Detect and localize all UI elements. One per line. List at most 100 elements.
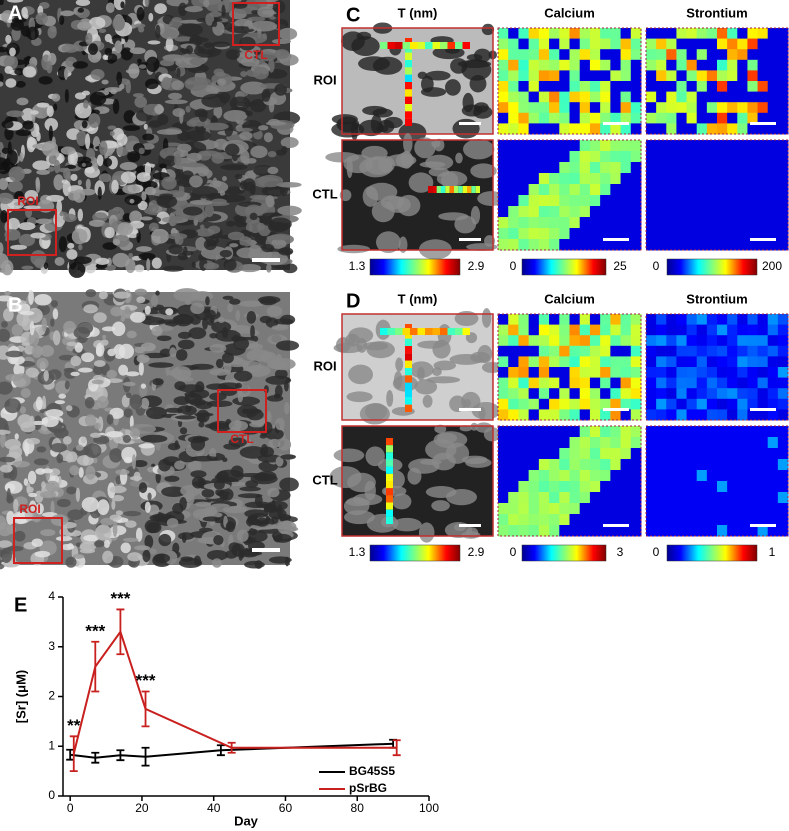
heatmap-cell xyxy=(717,140,728,152)
heatmap-cell xyxy=(758,448,769,460)
heatmap-cell xyxy=(621,426,632,438)
colorbar-max: 25 xyxy=(613,259,627,273)
heatmap-cell xyxy=(727,28,738,39)
heatmap-cell xyxy=(737,92,748,103)
heatmap-cell xyxy=(508,28,519,39)
texture xyxy=(162,77,171,90)
heatmap-cell xyxy=(539,151,550,163)
heatmap-cell xyxy=(727,448,738,460)
heatmap-cell xyxy=(697,514,708,526)
heatmap-cell xyxy=(621,92,632,103)
heatmap-cell xyxy=(707,325,718,336)
texture xyxy=(36,12,48,24)
heatmap-cell xyxy=(758,70,769,81)
heatmap-cell xyxy=(549,367,560,378)
heatmap-cell xyxy=(498,113,509,124)
heatmap-cell xyxy=(747,388,758,399)
texture xyxy=(250,213,258,220)
heatmap-cell xyxy=(508,151,519,163)
heatmap-cell xyxy=(631,378,642,389)
heatmap-cell xyxy=(707,346,718,357)
heatmap-cell xyxy=(666,503,677,515)
texture xyxy=(4,398,21,413)
heatmap-cell xyxy=(666,162,677,174)
heatmap-cell xyxy=(737,388,748,399)
heatmap-cell xyxy=(727,437,738,449)
heatmap-cell xyxy=(559,409,570,420)
heatmap-cell xyxy=(590,39,601,50)
heatmap-cell xyxy=(610,92,621,103)
heatmap-cell xyxy=(508,39,519,50)
heatmap-cell xyxy=(559,356,570,367)
heatmap-cell xyxy=(590,409,601,420)
heatmap-cell xyxy=(539,162,550,174)
heatmap-cell xyxy=(529,367,540,378)
heatmap-cell xyxy=(508,378,519,389)
heatmap-cell xyxy=(498,503,509,515)
texture xyxy=(58,394,66,399)
heatmap-cell xyxy=(570,503,581,515)
texture xyxy=(179,558,202,568)
line-scan xyxy=(428,186,432,193)
texture xyxy=(174,154,181,166)
heatmap-cell xyxy=(747,470,758,482)
texture xyxy=(186,45,193,54)
heatmap-cell xyxy=(590,113,601,124)
texture xyxy=(37,102,50,107)
heatmap-cell xyxy=(518,481,529,493)
texture xyxy=(67,451,77,462)
heatmap-cell xyxy=(570,437,581,449)
heatmap-cell xyxy=(737,228,748,240)
heatmap-cell xyxy=(600,228,611,240)
heatmap-cell xyxy=(697,217,708,229)
texture xyxy=(123,538,139,542)
heatmap-cell xyxy=(737,503,748,515)
heatmap-cell xyxy=(559,481,570,493)
heatmap-cell xyxy=(676,206,687,218)
heatmap-cell xyxy=(707,195,718,207)
line-scan xyxy=(405,75,412,82)
heatmap-cell xyxy=(549,525,560,537)
texture xyxy=(268,119,280,125)
heatmap-cell xyxy=(687,28,698,39)
texture xyxy=(222,176,227,181)
heatmap-cell xyxy=(570,399,581,410)
heatmap-cell xyxy=(549,325,560,336)
texture xyxy=(220,250,232,257)
texture xyxy=(34,294,51,305)
colorbar xyxy=(522,545,606,561)
heatmap-cell xyxy=(687,335,698,346)
texture xyxy=(73,327,90,339)
heatmap-cell xyxy=(768,140,779,152)
texture xyxy=(185,106,190,113)
heatmap-cell xyxy=(529,314,540,325)
heatmap-cell xyxy=(697,335,708,346)
heatmap-cell xyxy=(656,28,667,39)
heatmap-cell xyxy=(747,206,758,218)
texture xyxy=(169,347,176,357)
heatmap-cell xyxy=(656,102,667,113)
heatmap-cell xyxy=(559,206,570,218)
texture xyxy=(250,21,277,32)
line-scan xyxy=(386,517,393,524)
heatmap-cell xyxy=(549,81,560,92)
heatmap-cell xyxy=(508,184,519,196)
heatmap-cell xyxy=(590,367,601,378)
texture xyxy=(201,489,214,498)
heatmap-cell xyxy=(610,195,621,207)
line-scan xyxy=(410,42,418,49)
texture xyxy=(136,296,145,303)
heatmap-cell xyxy=(697,70,708,81)
heatmap-cell xyxy=(707,525,718,537)
heatmap-cell xyxy=(590,470,601,482)
heatmap-cell xyxy=(498,525,509,537)
heatmap-cell xyxy=(518,28,529,39)
heatmap-cell xyxy=(717,514,728,526)
texture xyxy=(274,84,287,96)
heatmap-cell xyxy=(600,28,611,39)
heatmap-cell xyxy=(737,39,748,50)
heatmap-cell xyxy=(549,503,560,515)
heatmap-cell xyxy=(498,70,509,81)
texture xyxy=(32,144,45,149)
texture xyxy=(267,488,279,498)
